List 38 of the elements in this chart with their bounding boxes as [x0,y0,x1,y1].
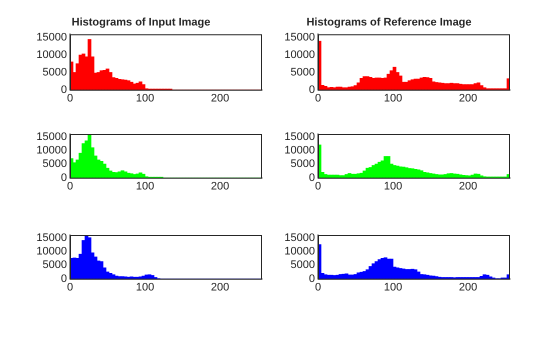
x-tick-label: 200 [210,180,230,192]
x-tick-label: 100 [384,180,402,192]
y-tick-label: 15000 [284,130,315,143]
y-tick-label: 5000 [290,66,315,78]
y-tick-label: 5000 [290,259,315,272]
y-tick-label: 0 [60,84,67,96]
y-tick-label: 5000 [42,158,67,170]
y-tick-label: 10000 [284,245,315,258]
x-tick-label: 100 [384,281,402,294]
y-tick-label: 0 [60,272,67,285]
x-tick-label: 100 [136,180,154,192]
chart-title: Histograms of Input Image [72,16,210,29]
y-tick-label: 15000 [284,232,315,244]
y-tick-label: 15000 [284,32,315,44]
y-tick-label: 0 [60,172,67,184]
y-tick-label: 10000 [284,144,315,156]
y-tick-label: 15000 [36,130,67,143]
x-tick-label: 100 [136,281,154,294]
x-tick-label: 200 [210,281,230,294]
x-tick-label: 100 [384,92,402,104]
y-tick-label: 15000 [36,232,67,244]
x-tick-label: 200 [210,92,230,104]
y-tick-label: 10000 [36,245,67,258]
y-tick-label: 5000 [42,259,67,272]
x-tick-label: 200 [458,281,478,294]
x-tick-label: 200 [458,180,478,192]
y-tick-label: 15000 [36,32,67,44]
y-tick-label: 10000 [284,49,315,62]
x-tick-label: 100 [136,92,154,104]
chart-title: Histograms of Reference Image [306,16,472,29]
y-tick-label: 0 [308,84,315,96]
y-tick-label: 10000 [36,49,67,62]
y-tick-label: 5000 [42,66,67,78]
y-tick-label: 5000 [290,158,315,170]
x-tick-label: 200 [458,92,478,104]
y-tick-label: 0 [308,272,315,285]
y-tick-label: 10000 [36,144,67,156]
y-tick-label: 0 [308,172,315,184]
